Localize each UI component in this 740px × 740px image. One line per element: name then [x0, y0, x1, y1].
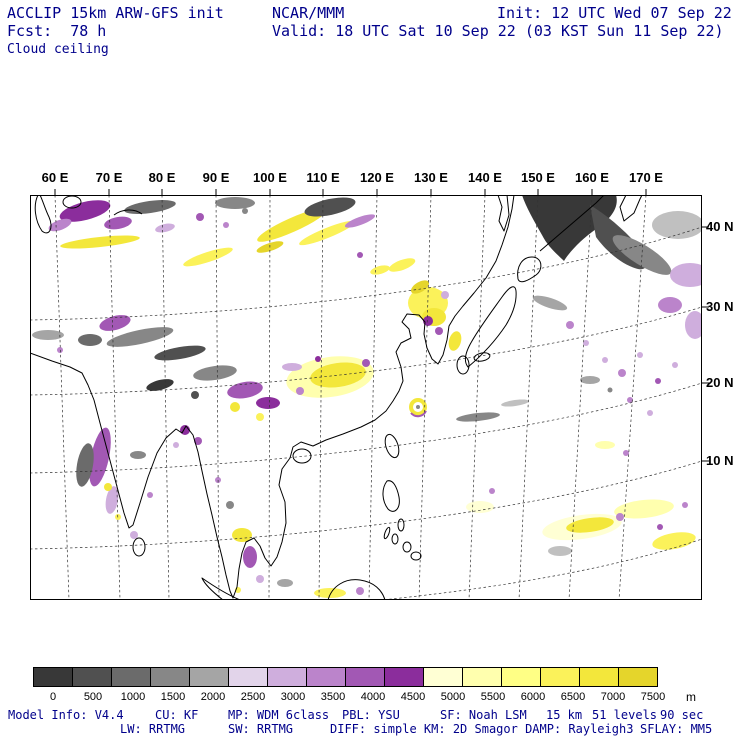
colorbar-segment — [579, 667, 619, 687]
pbl-scheme: PBL: YSU — [342, 708, 400, 722]
colorbar-tick-label: 2000 — [200, 691, 226, 703]
colorbar-segment — [33, 667, 73, 687]
lat-label: 30 N — [706, 299, 734, 314]
colorbar-unit: m — [686, 690, 696, 704]
lon-label: 160 E — [575, 170, 609, 185]
lon-label: 140 E — [468, 170, 502, 185]
sflay-scheme: SFLAY: MM5 — [640, 722, 713, 736]
colorbar-segment — [306, 667, 346, 687]
colorbar-tick-label: 1000 — [120, 691, 146, 703]
lat-label: 20 N — [706, 375, 734, 390]
colorbar-segment — [111, 667, 151, 687]
colorbar-tick-label: 3000 — [280, 691, 306, 703]
colorbar-tick-label: 5000 — [440, 691, 466, 703]
axis-ticks — [54, 189, 709, 462]
colorbar-segment — [189, 667, 229, 687]
colorbar-segment — [540, 667, 580, 687]
colorbar-tick-label: 6000 — [520, 691, 546, 703]
colorbar-tick-label: 6500 — [560, 691, 586, 703]
grid-spacing: 15 km — [546, 708, 583, 722]
model-title: ACCLIP 15km ARW-GFS init — [7, 4, 224, 22]
colorbar-segment — [384, 667, 424, 687]
lat-label: 10 N — [706, 453, 734, 468]
lon-label: 130 E — [414, 170, 448, 185]
timestep: 90 sec — [660, 708, 704, 722]
lon-label: 90 E — [202, 170, 230, 185]
lon-label: 110 E — [306, 170, 340, 185]
colorbar-segment — [72, 667, 112, 687]
colorbar-segment — [501, 667, 541, 687]
forecast-hour: Fcst: 78 h — [7, 22, 107, 40]
coastlines — [30, 195, 643, 600]
colorbar-segment — [462, 667, 502, 687]
colorbar-segment — [345, 667, 385, 687]
lat-label: 40 N — [706, 219, 734, 234]
source-label: NCAR/MMM — [272, 4, 345, 22]
colorbar-tick-label: 4500 — [400, 691, 426, 703]
colorbar-tick-label: 500 — [83, 691, 103, 703]
lon-label: 80 E — [148, 170, 176, 185]
diff-damp-info: DIFF: simple KM: 2D Smagor DAMP: Rayleig… — [330, 722, 634, 736]
cumulus-scheme: CU: KF — [155, 708, 199, 722]
init-time: Init: 12 UTC Wed 07 Sep 22 — [497, 4, 732, 22]
colorbar-tick-label: 4000 — [360, 691, 386, 703]
colorbar — [33, 667, 658, 687]
colorbar-tick-label: 1500 — [160, 691, 186, 703]
colorbar-segment — [267, 667, 307, 687]
surface-scheme: SF: Noah LSM — [440, 708, 527, 722]
colorbar-segment — [618, 667, 658, 687]
colorbar-tick-label: 3500 — [320, 691, 346, 703]
colorbar-tick-label: 5500 — [480, 691, 506, 703]
colorbar-tick-label: 7500 — [640, 691, 666, 703]
field-label: Cloud ceiling — [7, 42, 109, 57]
lw-scheme: LW: RRTMG — [120, 722, 186, 736]
lon-label: 100 E — [253, 170, 287, 185]
colorbar-tick-label: 7000 — [600, 691, 626, 703]
colorbar-tick-label: 0 — [49, 691, 57, 703]
graticule — [30, 195, 702, 600]
model-version: Model Info: V4.4 — [8, 708, 124, 722]
cloud-patches — [32, 195, 702, 598]
sw-scheme: SW: RRTMG — [228, 722, 294, 736]
colorbar-tick-label: 2500 — [240, 691, 266, 703]
levels: 51 levels — [592, 708, 658, 722]
colorbar-segment — [150, 667, 190, 687]
map-frame — [30, 195, 702, 600]
microphysics: MP: WDM 6class — [228, 708, 330, 722]
lon-label: 60 E — [41, 170, 69, 185]
colorbar-segment — [228, 667, 268, 687]
map-canvas — [30, 189, 709, 600]
lon-label: 150 E — [521, 170, 555, 185]
lon-label: 70 E — [95, 170, 123, 185]
lon-label: 170 E — [629, 170, 663, 185]
lon-label: 120 E — [360, 170, 394, 185]
colorbar-segment — [423, 667, 463, 687]
valid-time: Valid: 18 UTC Sat 10 Sep 22 (03 KST Sun … — [272, 22, 724, 40]
